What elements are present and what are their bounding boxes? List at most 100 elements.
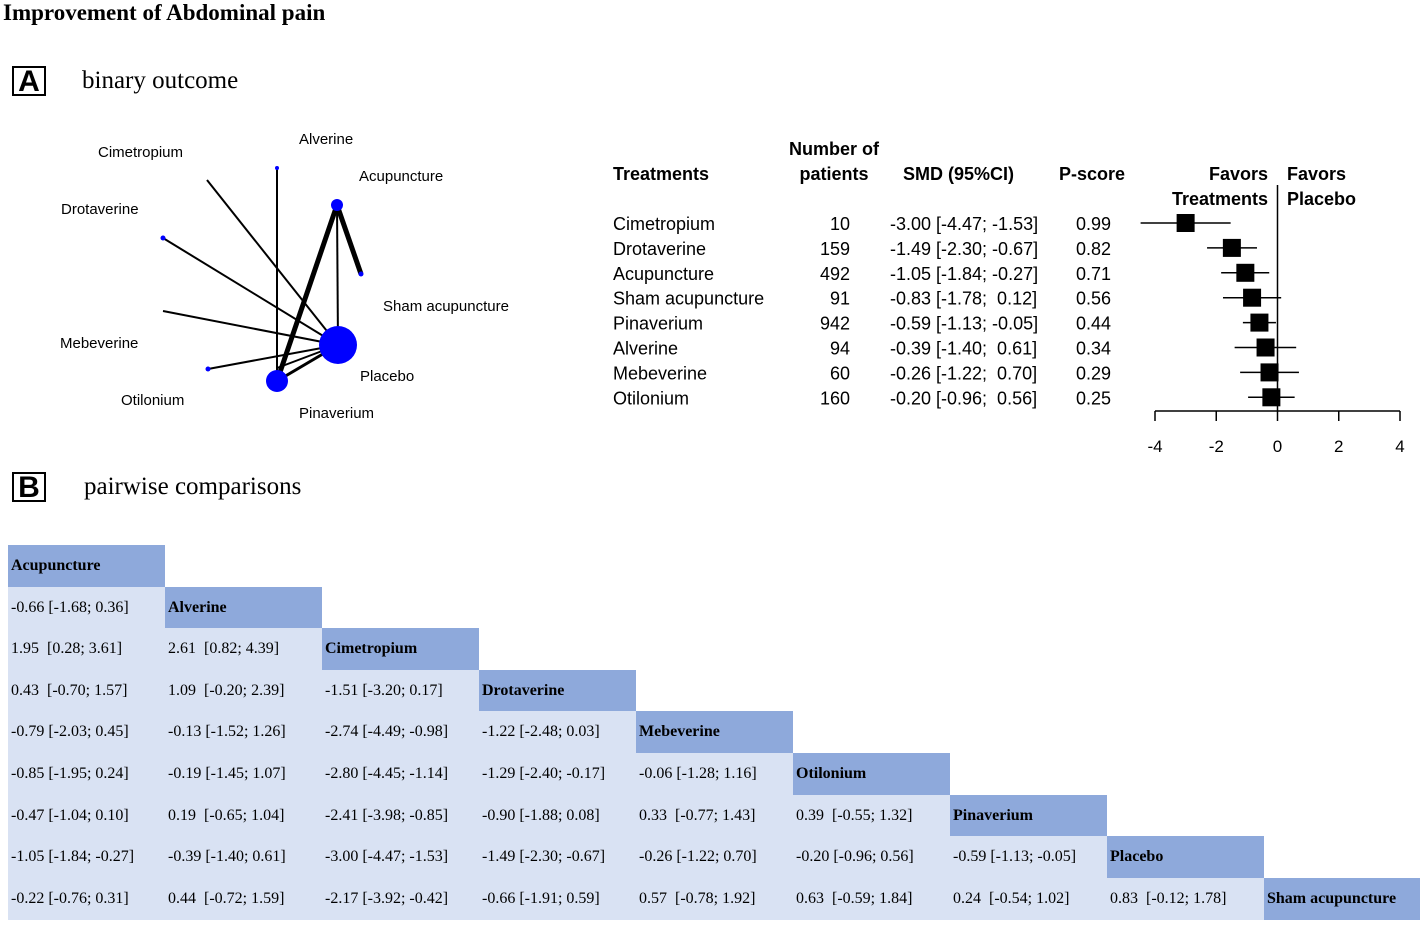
row-patients-mebeverine: 60 — [830, 363, 850, 383]
network-label-pinaverium: Pinaverium — [299, 405, 374, 422]
network-edge — [162, 237, 339, 346]
network-edge — [162, 310, 339, 346]
league-diagonal-cimetropium: Cimetropium — [322, 628, 479, 671]
row-pscore-sham-acupuncture: 0.56 — [1076, 289, 1111, 309]
league-cell: -1.22 [-2.48; 0.03] — [479, 711, 636, 754]
network-edge — [207, 344, 339, 370]
league-cell: -1.51 [-3.20; 0.17] — [322, 669, 479, 712]
league-cell: -3.00 [-4.47; -1.53] — [322, 836, 479, 879]
row-pscore-cimetropium: 0.99 — [1076, 214, 1111, 234]
row-patients-sham-acupuncture: 91 — [830, 289, 850, 309]
league-cell: 0.33 [-0.77; 1.43] — [636, 794, 793, 837]
league-diagonal-pinaverium: Pinaverium — [950, 794, 1107, 837]
network-label-drotaverine: Drotaverine — [61, 201, 139, 218]
league-cell: 0.44 [-0.72; 1.59] — [165, 877, 322, 920]
row-treatment-alverine: Alverine — [613, 339, 678, 359]
league-cell: 0.43 [-0.70; 1.57] — [8, 669, 165, 712]
league-cell: -1.29 [-2.40; -0.17] — [479, 753, 636, 796]
point-estimate-mebeverine — [1260, 363, 1279, 382]
row-pscore-pinaverium: 0.44 — [1076, 314, 1111, 334]
point-estimate-otilonium — [1262, 388, 1281, 407]
league-cell: 0.83 [-0.12; 1.78] — [1107, 877, 1264, 920]
league-cell: 0.19 [-0.65; 1.04] — [165, 794, 322, 837]
network-edge — [334, 204, 364, 275]
figure-title: Improvement of Abdominal pain — [3, 0, 326, 25]
row-treatment-pinaverium: Pinaverium — [613, 314, 703, 334]
network-edge — [206, 179, 339, 346]
network-label-mebeverine: Mebeverine — [60, 335, 138, 352]
row-patients-cimetropium: 10 — [830, 214, 850, 234]
league-cell: -2.80 [-4.45; -1.14] — [322, 753, 479, 796]
header-favors-placebo-line1: Favors — [1287, 164, 1346, 184]
network-node-pinaverium — [266, 370, 288, 392]
row-pscore-mebeverine: 0.29 — [1076, 363, 1111, 383]
point-estimate-sham-acupuncture — [1243, 288, 1262, 307]
network-edge — [336, 204, 339, 346]
league-cell: -0.90 [-1.88; 0.08] — [479, 794, 636, 837]
x-tick-label: 2 — [1334, 437, 1343, 456]
panel-b-subtitle: pairwise comparisons — [84, 473, 302, 500]
forest-plot: -4 -2 0 2 4 — [1140, 185, 1405, 456]
league-cell: 0.39 [-0.55; 1.32] — [793, 794, 950, 837]
header-pscore: P-score — [1059, 164, 1125, 184]
row-smd-mebeverine: -0.26 [-1.22; 0.70] — [890, 363, 1037, 383]
row-smd-sham-acupuncture: -0.83 [-1.78; 0.12] — [890, 289, 1037, 309]
point-estimate-cimetropium — [1176, 214, 1195, 232]
league-cell: -0.06 [-1.28; 1.16] — [636, 753, 793, 796]
row-patients-pinaverium: 942 — [820, 314, 850, 334]
league-cell: -0.47 [-1.04; 0.10] — [8, 794, 165, 837]
row-treatment-drotaverine: Drotaverine — [613, 239, 706, 259]
row-treatment-mebeverine: Mebeverine — [613, 363, 707, 383]
network-graph: Cimetropium Alverine Acupuncture Drotave… — [60, 131, 509, 422]
header-favors-treatments-line2: Treatments — [1172, 189, 1268, 209]
league-cell: -0.79 [-2.03; 0.45] — [8, 711, 165, 754]
network-label-alverine: Alverine — [299, 131, 353, 148]
network-node-acupuncture — [331, 199, 343, 211]
league-cell: 0.24 [-0.54; 1.02] — [950, 877, 1107, 920]
row-smd-alverine: -0.39 [-1.40; 0.61] — [890, 339, 1037, 359]
league-cell: -0.26 [-1.22; 0.70] — [636, 836, 793, 879]
league-diagonal-drotaverine: Drotaverine — [479, 669, 636, 712]
league-cell: 0.57 [-0.78; 1.92] — [636, 877, 793, 920]
league-diagonal-mebeverine: Mebeverine — [636, 711, 793, 754]
network-label-cimetropium: Cimetropium — [98, 144, 183, 161]
league-diagonal-otilonium: Otilonium — [793, 753, 950, 796]
league-cell: -1.49 [-2.30; -0.67] — [479, 836, 636, 879]
forest-headers: Treatments Number of patients SMD (95%CI… — [613, 139, 1356, 209]
network-label-sham-acupuncture: Sham acupuncture — [383, 298, 509, 315]
league-cell: 0.63 [-0.59; 1.84] — [793, 877, 950, 920]
header-favors-treatments-line1: Favors — [1209, 164, 1268, 184]
league-cell: -0.22 [-0.76; 0.31] — [8, 877, 165, 920]
league-cell: -0.19 [-1.45; 1.07] — [165, 753, 322, 796]
point-estimate-acupuncture — [1236, 263, 1255, 282]
network-node-alverine — [275, 166, 279, 170]
row-treatment-acupuncture: Acupuncture — [613, 264, 714, 284]
row-treatment-cimetropium: Cimetropium — [613, 214, 715, 234]
row-patients-drotaverine: 159 — [820, 239, 850, 259]
league-cell: -0.85 [-1.95; 0.24] — [8, 753, 165, 796]
network-label-otilonium: Otilonium — [121, 392, 184, 409]
row-pscore-drotaverine: 0.82 — [1076, 239, 1111, 259]
point-estimate-alverine — [1256, 338, 1275, 357]
league-cell: -0.66 [-1.91; 0.59] — [479, 877, 636, 920]
header-favors-placebo-line2: Placebo — [1287, 189, 1356, 209]
point-estimate-pinaverium — [1250, 313, 1269, 332]
row-pscore-otilonium: 0.25 — [1076, 388, 1111, 408]
network-node-otilonium — [205, 366, 211, 372]
league-diagonal-alverine: Alverine — [165, 586, 322, 629]
league-cell: 2.61 [0.82; 4.39] — [165, 628, 322, 671]
row-treatment-otilonium: Otilonium — [613, 388, 689, 408]
row-patients-alverine: 94 — [830, 339, 850, 359]
panel-b-letter: B — [12, 472, 46, 503]
point-estimate-drotaverine — [1222, 238, 1241, 257]
network-edge — [274, 204, 340, 382]
league-cell: -2.74 [-4.49; -0.98] — [322, 711, 479, 754]
network-node-drotaverine — [160, 235, 166, 241]
header-patients-line2: patients — [799, 164, 868, 184]
network-node-sham-acupuncture — [358, 271, 364, 277]
panel-a-subtitle: binary outcome — [82, 67, 239, 94]
panel-a-letter: A — [12, 66, 46, 97]
x-tick-label: 4 — [1395, 437, 1404, 456]
row-pscore-alverine: 0.34 — [1076, 339, 1111, 359]
network-label-acupuncture: Acupuncture — [359, 168, 443, 185]
